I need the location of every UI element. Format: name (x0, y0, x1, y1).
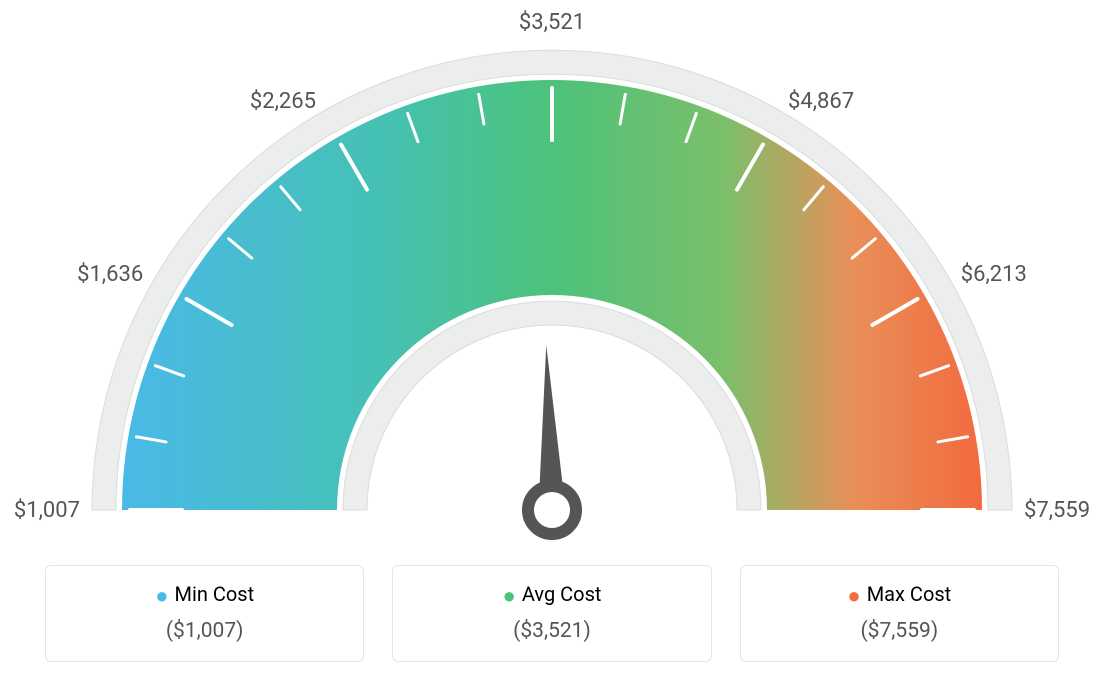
gauge-tick-label: $6,213 (961, 262, 1041, 287)
gauge-tick-label: $7,559 (1024, 498, 1104, 523)
legend-title-min: ● Min Cost (46, 582, 363, 609)
legend-card-avg: ●Avg Cost ($3,521) (392, 565, 711, 662)
gauge-tick-label: $3,521 (512, 10, 592, 35)
legend-title-max: ● Max Cost (741, 582, 1058, 609)
gauge-tick-label: $1,636 (63, 262, 143, 287)
legend-card-min: ● Min Cost ($1,007) (45, 565, 364, 662)
legend-value-max: ($7,559) (741, 619, 1058, 643)
legend-label: Max Cost (867, 582, 952, 606)
legend-value-min: ($1,007) (46, 619, 363, 643)
dot-icon: ● (155, 584, 168, 609)
legend-row: ●Min Cost ($1,007) ●Avg Cost ($3,521) ●M… (45, 565, 1059, 662)
dot-icon: ● (503, 584, 516, 609)
legend-label: Avg Cost (522, 582, 602, 606)
legend-title-avg: ●Avg Cost (393, 582, 710, 609)
cost-gauge-widget: $1,007 $1,636 $2,265 $3,521 $4,867 $6,213 $7,5… (0, 0, 1104, 690)
gauge-tick-label: $4,867 (788, 89, 868, 114)
gauge-chart: $1,007 $1,636 $2,265 $3,521 $4,867 $6,213 $7,5… (0, 0, 1104, 560)
legend-card-max: ● Max Cost ($7,559) (740, 565, 1059, 662)
gauge-tick-label: $1,007 (0, 498, 80, 523)
legend-value-avg: ($3,521) (393, 619, 710, 643)
gauge-svg (0, 0, 1104, 560)
dot-icon: ● (847, 584, 860, 609)
legend-label: Min Cost (175, 582, 255, 606)
gauge-tick-label: $2,265 (236, 89, 316, 114)
